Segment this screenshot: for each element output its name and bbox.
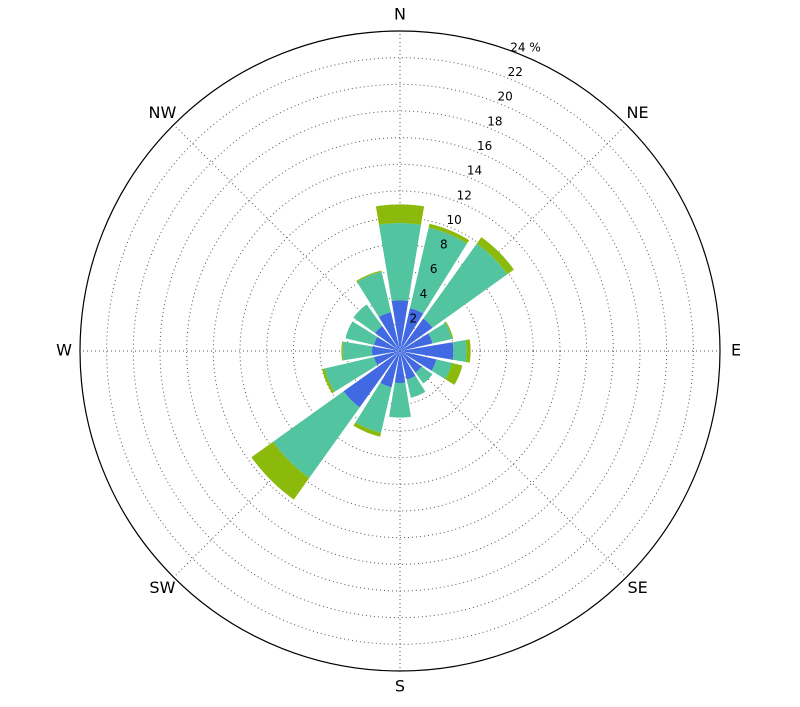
- wind-bar: [400, 351, 437, 371]
- grid-ring: [186, 137, 614, 565]
- radial-tick-label: 6: [430, 262, 438, 276]
- wind-bar: [465, 339, 471, 363]
- wind-bar: [356, 270, 382, 282]
- wind-bar: [380, 351, 400, 388]
- grid-spoke: [173, 124, 401, 352]
- direction-label: E: [731, 341, 741, 360]
- wind-bar: [343, 351, 400, 408]
- wind-bar: [374, 336, 400, 351]
- grid-ring: [292, 243, 508, 459]
- direction-label: SW: [149, 578, 175, 597]
- wind-bar: [273, 391, 360, 478]
- radial-tick-label: 8: [440, 238, 448, 252]
- radial-tick-label: 4: [420, 287, 428, 301]
- wind-bar: [353, 422, 382, 437]
- wind-bar: [400, 351, 416, 380]
- direction-label: N: [394, 5, 406, 24]
- wind-bar: [406, 375, 426, 398]
- grid-ring: [106, 57, 694, 645]
- radial-tick-label: 2: [409, 311, 417, 325]
- wind-bar: [452, 340, 467, 362]
- wind-bar: [342, 341, 373, 361]
- wind-bar: [428, 322, 452, 344]
- wind-bar: [372, 346, 400, 356]
- wind-bar: [353, 304, 383, 334]
- radial-tick-label: 14: [467, 164, 482, 178]
- radial-tick-label: 10: [446, 213, 461, 227]
- direction-label: NW: [149, 103, 177, 122]
- wind-bar: [355, 382, 392, 433]
- wind-bar: [375, 326, 400, 351]
- radial-tick-label: 22: [508, 65, 523, 79]
- direction-label: S: [395, 677, 405, 696]
- wind-bar: [400, 318, 433, 351]
- radial-tick-label: 16: [477, 139, 492, 153]
- wind-bar: [415, 366, 433, 384]
- grid-spoke: [399, 350, 627, 578]
- wind-bar: [423, 243, 508, 328]
- radial-tick-label: 12: [457, 188, 472, 202]
- wind-bar: [428, 223, 470, 244]
- grid-spoke: [399, 124, 627, 352]
- direction-label: NE: [627, 103, 649, 122]
- wind-bar: [409, 227, 468, 314]
- wind-bar: [345, 321, 378, 345]
- wind-bar: [389, 382, 411, 418]
- wind-bar: [322, 368, 335, 394]
- wind-bar: [324, 357, 378, 392]
- wind-bar: [400, 333, 433, 351]
- wind-bar: [400, 351, 422, 373]
- radial-tick-label: 20: [497, 90, 512, 104]
- wind-bar: [476, 237, 514, 275]
- grid-ring: [212, 163, 588, 539]
- wind-bar: [400, 342, 454, 360]
- wind-bar: [375, 204, 425, 225]
- direction-label: W: [56, 341, 72, 360]
- direction-label: SE: [627, 578, 647, 597]
- wind-bar: [341, 341, 344, 361]
- wind-bar: [445, 363, 463, 385]
- radial-tick-label: 18: [487, 114, 502, 128]
- wind-bar: [356, 271, 391, 318]
- radial-tick-label: 24 %: [510, 40, 541, 54]
- wind-bar: [400, 308, 424, 351]
- outer-circle: [79, 30, 721, 672]
- wind-bar: [374, 351, 400, 366]
- wind-bar: [378, 223, 422, 302]
- wind-bar: [431, 359, 452, 380]
- wind-bar: [445, 322, 454, 339]
- wind-bar: [251, 441, 310, 500]
- grid-ring: [132, 83, 668, 619]
- wind-bar: [394, 351, 406, 383]
- wind-bar: [391, 300, 409, 351]
- wind-bar: [378, 312, 400, 351]
